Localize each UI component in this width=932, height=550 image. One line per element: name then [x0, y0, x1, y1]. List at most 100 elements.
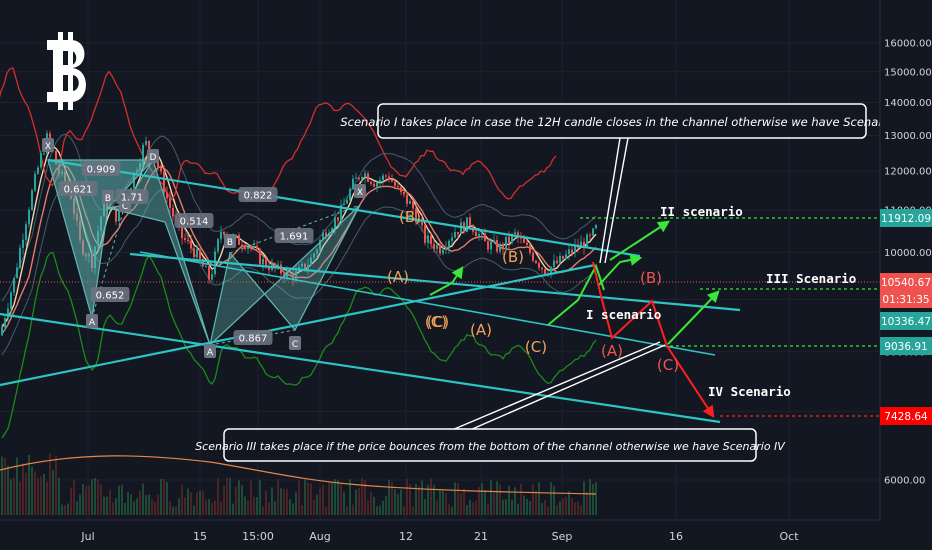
candle-body — [538, 263, 540, 268]
candle-body — [295, 270, 297, 280]
volume-bar — [379, 505, 381, 515]
y-tick-label: 12000.00 — [884, 167, 932, 178]
candle-body — [319, 239, 321, 250]
candle-body — [529, 245, 531, 253]
candle-body — [589, 234, 591, 236]
volume-bar — [193, 505, 195, 515]
candle-body — [358, 177, 360, 180]
price-axis[interactable]: 16000.00 15000.00 14000.00 13000.00 12000.00… — [879, 0, 932, 528]
volume-bar — [313, 500, 315, 515]
volume-bar — [586, 491, 588, 515]
candle-body — [418, 220, 420, 223]
candle-body — [16, 267, 18, 278]
candle-body — [448, 240, 450, 248]
volume-bar — [280, 488, 282, 515]
callout-pointers — [451, 137, 666, 431]
candle-body — [199, 249, 201, 260]
volume-bar — [334, 478, 336, 515]
candle-body — [436, 245, 438, 249]
volume-bar — [139, 490, 141, 515]
ratio-label: 0.909 — [87, 165, 116, 176]
volume-bar — [520, 483, 522, 515]
volume-bar — [76, 501, 78, 515]
x-tick-label: Sep — [552, 530, 573, 543]
candle-body — [451, 237, 453, 241]
volume-bar — [391, 481, 393, 515]
x-tick-label: Aug — [309, 530, 330, 543]
candle-body — [550, 266, 552, 275]
volume-bar — [55, 455, 57, 515]
candle-body — [256, 245, 258, 250]
candle-body — [427, 235, 429, 243]
callout-top-pointer — [599, 137, 629, 264]
callout-top-box — [377, 103, 867, 139]
candle-body — [13, 277, 15, 293]
time-axis[interactable]: Jul 15 15:00 Aug 12 21 Sep 16 Oct — [0, 519, 932, 550]
volume-bar — [397, 494, 399, 515]
volume-bar — [517, 503, 519, 515]
volume-bar — [28, 454, 30, 515]
candle-body — [4, 318, 6, 328]
candle-body — [316, 249, 318, 254]
volume-bar — [484, 490, 486, 515]
candle-body — [523, 238, 525, 243]
volume-bar — [58, 477, 60, 515]
candle-body — [412, 200, 414, 209]
volume-bar — [535, 490, 537, 515]
scenario-labels: II scenario III Scenario I scenario IV Scen… — [586, 204, 856, 399]
price-tag-box — [880, 312, 932, 330]
candle-body — [481, 233, 483, 235]
volume-bar — [79, 494, 81, 515]
volume-bar — [73, 479, 75, 515]
candle-body — [238, 235, 240, 245]
price-tag-label: 10540.67 — [881, 277, 931, 289]
y-tick-label: 10000.00 — [884, 248, 932, 259]
volume-bar — [481, 482, 483, 515]
wave-labels: (A)(B)(C)(B)(A)(C)(C)(B)(A)(C) — [387, 208, 679, 374]
pattern-point-badge — [102, 190, 114, 204]
ratio-badge — [274, 228, 314, 243]
volume-bar — [583, 481, 585, 515]
candle-body — [43, 153, 45, 155]
pattern-point-label: A — [207, 348, 214, 358]
candle-body — [421, 220, 423, 226]
volume-bar — [10, 479, 12, 515]
volume-bar — [325, 506, 327, 515]
candle-body — [379, 180, 381, 183]
pattern-point-badge — [354, 184, 366, 198]
green-arrow-upswing — [547, 263, 605, 326]
volume-bar — [541, 502, 543, 515]
candle-body — [490, 241, 492, 250]
price-tags: 11912.09 10540.67 01:31:35 10336.47 9036.91 7… — [880, 209, 932, 425]
volume-bar — [7, 465, 9, 515]
volume-bar — [304, 479, 306, 515]
callout-bottom[interactable]: Scenario III takes place if the price bo… — [195, 428, 786, 462]
volume-bar — [508, 485, 510, 515]
volume-bar — [61, 504, 63, 515]
volume-bar — [115, 498, 117, 515]
candle-body — [169, 198, 171, 208]
candle-body — [478, 234, 480, 237]
volume-bar — [502, 499, 504, 515]
x-tick-label: 16 — [669, 530, 683, 543]
candle-body — [445, 247, 447, 250]
volume-bar — [415, 483, 417, 515]
volume-bar — [574, 502, 576, 515]
volume-bar — [358, 487, 360, 515]
volume-bar — [355, 489, 357, 515]
y-tick-label: 13000.00 — [884, 131, 932, 142]
volume-bar — [499, 484, 501, 515]
wave-label: (A) — [470, 321, 492, 339]
pattern-point-label: C — [292, 340, 298, 350]
candle-body — [364, 173, 366, 178]
volume-bar — [472, 502, 474, 515]
volume-bar — [421, 480, 423, 515]
candle-body — [430, 235, 432, 244]
pattern-point-badge — [204, 344, 216, 358]
ratio-label: 0.822 — [244, 191, 273, 202]
callout-top[interactable]: Scenario I takes place in case the 12H c… — [340, 103, 904, 139]
candle-body — [568, 249, 570, 255]
candle-body — [499, 244, 501, 252]
